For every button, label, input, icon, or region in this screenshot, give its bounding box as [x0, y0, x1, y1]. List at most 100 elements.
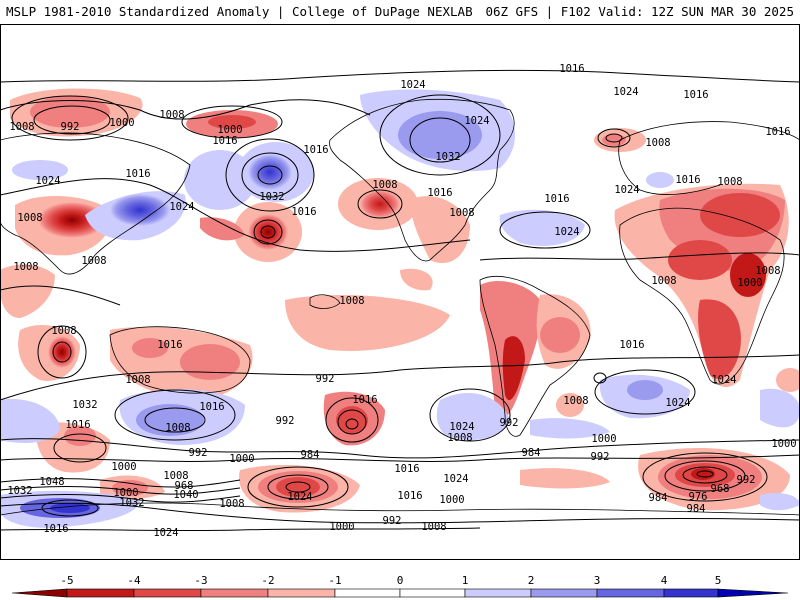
isobar-label: 976 [689, 491, 708, 503]
colorbar-swatch [530, 588, 598, 598]
isobar-line [379, 94, 501, 176]
isobar-label: 1024 [464, 115, 489, 127]
isobar-label: 1016 [43, 523, 68, 535]
isobar-label: 1016 [683, 89, 708, 101]
isobar-label: 1008 [339, 295, 364, 307]
isobar-label: 1000 [737, 277, 762, 289]
isobar-label: 992 [500, 417, 519, 429]
isobar-label: 1032 [259, 191, 284, 203]
isobar-label: 1024 [613, 86, 638, 98]
isobar-line [241, 152, 299, 198]
isobar-line [337, 409, 367, 435]
north-america-outline [329, 98, 515, 262]
isobar-label: 1024 [169, 201, 194, 213]
isobar-line [597, 128, 631, 148]
isobar-label: 1000 [771, 438, 796, 450]
isobar-line [0, 438, 800, 459]
isobar-label: 1048 [39, 476, 64, 488]
isobar-line [41, 499, 99, 517]
colorbar-swatch [267, 588, 336, 598]
colorbar-tick-label: 3 [594, 574, 601, 587]
isobar-label: 992 [61, 121, 80, 133]
isobar-line [696, 470, 714, 478]
isobar-line [0, 178, 471, 252]
colorbar-swatch [717, 588, 789, 598]
isobar-line [429, 388, 511, 442]
isobar-label: 1008 [17, 212, 42, 224]
hawaii-outline [309, 294, 341, 309]
isobar-line [0, 527, 481, 532]
isobar-label: 1016 [199, 401, 224, 413]
australia-outline [109, 326, 251, 394]
isobar-label: 1032 [72, 399, 97, 411]
colorbar-swatch [464, 588, 532, 598]
colorbar-tick-label: -2 [261, 574, 274, 587]
isobar-label: 1016 [559, 63, 584, 75]
isobar-label: 1008 [219, 498, 244, 510]
colorbar-tick-label: 5 [715, 574, 722, 587]
isobar-line [594, 369, 696, 415]
isobar-line [53, 433, 107, 463]
isobar-label: 1000 [229, 453, 254, 465]
isobar-label: 1016 [125, 168, 150, 180]
isobar-line [0, 486, 241, 495]
isobar-label: 1016 [675, 174, 700, 186]
isobar-line [144, 407, 206, 433]
model-run-info: 06Z GFS | F102 Valid: 12Z SUN MAR 30 202… [485, 4, 794, 19]
isobar-line [357, 189, 403, 219]
isobar-label: 1008 [755, 265, 780, 277]
isobar-line [52, 341, 72, 363]
isobar-label: 1032 [435, 151, 460, 163]
colorbar: -5 -4 -3 -2 -1 0 1 2 3 4 5 [11, 574, 789, 598]
isobar-line [114, 389, 236, 441]
isobar-label: 992 [591, 451, 610, 463]
isobar-label: 1000 [217, 124, 242, 136]
isobar-label: 984 [687, 503, 706, 515]
isobar-label: 1016 [394, 463, 419, 475]
map-title: MSLP 1981-2010 Standardized Anomaly | Co… [6, 4, 473, 19]
isobar-label: 1008 [717, 176, 742, 188]
isobar-line [285, 481, 311, 493]
colorbar-swatch [11, 588, 68, 598]
isobar-label: 1016 [619, 339, 644, 351]
isobar-label: 1000 [329, 521, 354, 533]
isobar-label: 1008 [159, 109, 184, 121]
isobar-line [181, 105, 283, 139]
isobar-label: 1008 [447, 432, 472, 444]
isobar-label: 1024 [400, 79, 425, 91]
isobar-label: 1008 [51, 325, 76, 337]
south-america-outline [479, 275, 591, 437]
isobar-label: 1008 [645, 137, 670, 149]
isobar-label: 992 [737, 474, 756, 486]
isobar-line [257, 165, 283, 185]
isobar-label: 1000 [111, 461, 136, 473]
isobar-line [247, 466, 349, 508]
colorbar-tick-label: 1 [462, 574, 469, 587]
isobar-label: 1008 [125, 374, 150, 386]
isobar-line [479, 252, 800, 261]
isobar-line [0, 478, 241, 488]
europe-outline [618, 121, 800, 195]
isobar-line [267, 474, 329, 500]
isobar-label: 1008 [9, 121, 34, 133]
isobar-label: 1008 [421, 521, 446, 533]
isobar-label: 984 [522, 447, 541, 459]
anomaly-map: 1016 1024 1024 1016 1008 992 1000 1008 1… [0, 24, 800, 560]
continent-outlines [0, 98, 800, 516]
asia-outline [0, 132, 191, 275]
isobar-label: 1016 [291, 206, 316, 218]
isobar-line [260, 225, 276, 239]
isobar-label: 1016 [352, 394, 377, 406]
isobar-line [409, 117, 471, 163]
isobar-label: 1008 [81, 255, 106, 267]
isobar-line [0, 99, 371, 120]
isobar-line [325, 397, 379, 443]
isobar-label: 1016 [157, 339, 182, 351]
isobar-line [225, 138, 315, 212]
isobar-label: 1024 [449, 421, 474, 433]
africa-outline [619, 207, 785, 385]
isobar-label: 1008 [163, 470, 188, 482]
isobar-label: 1024 [554, 226, 579, 238]
isobar-label: 1024 [711, 374, 736, 386]
isobar-line [664, 460, 746, 492]
